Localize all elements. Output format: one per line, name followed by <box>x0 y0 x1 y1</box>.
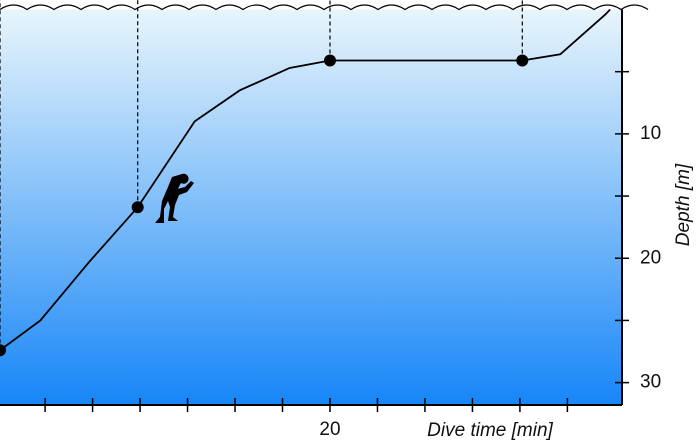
y-tick-label: 30 <box>640 372 661 393</box>
y-tick-label: 20 <box>640 247 661 268</box>
diver-icon <box>155 173 194 223</box>
point <box>516 54 529 67</box>
dive-profile <box>0 8 611 352</box>
y-tick-label: 10 <box>640 123 661 144</box>
surface-waves <box>0 4 649 11</box>
water <box>0 9 622 405</box>
diver-tank <box>167 178 181 198</box>
point <box>131 201 144 214</box>
x-tick-label: 20 <box>319 419 340 440</box>
point <box>0 344 6 357</box>
diver-body <box>155 173 194 223</box>
y-axis-label: Depth [m] <box>673 163 694 246</box>
x-axis-label: Dive time [min] <box>427 420 553 441</box>
point <box>323 54 336 67</box>
